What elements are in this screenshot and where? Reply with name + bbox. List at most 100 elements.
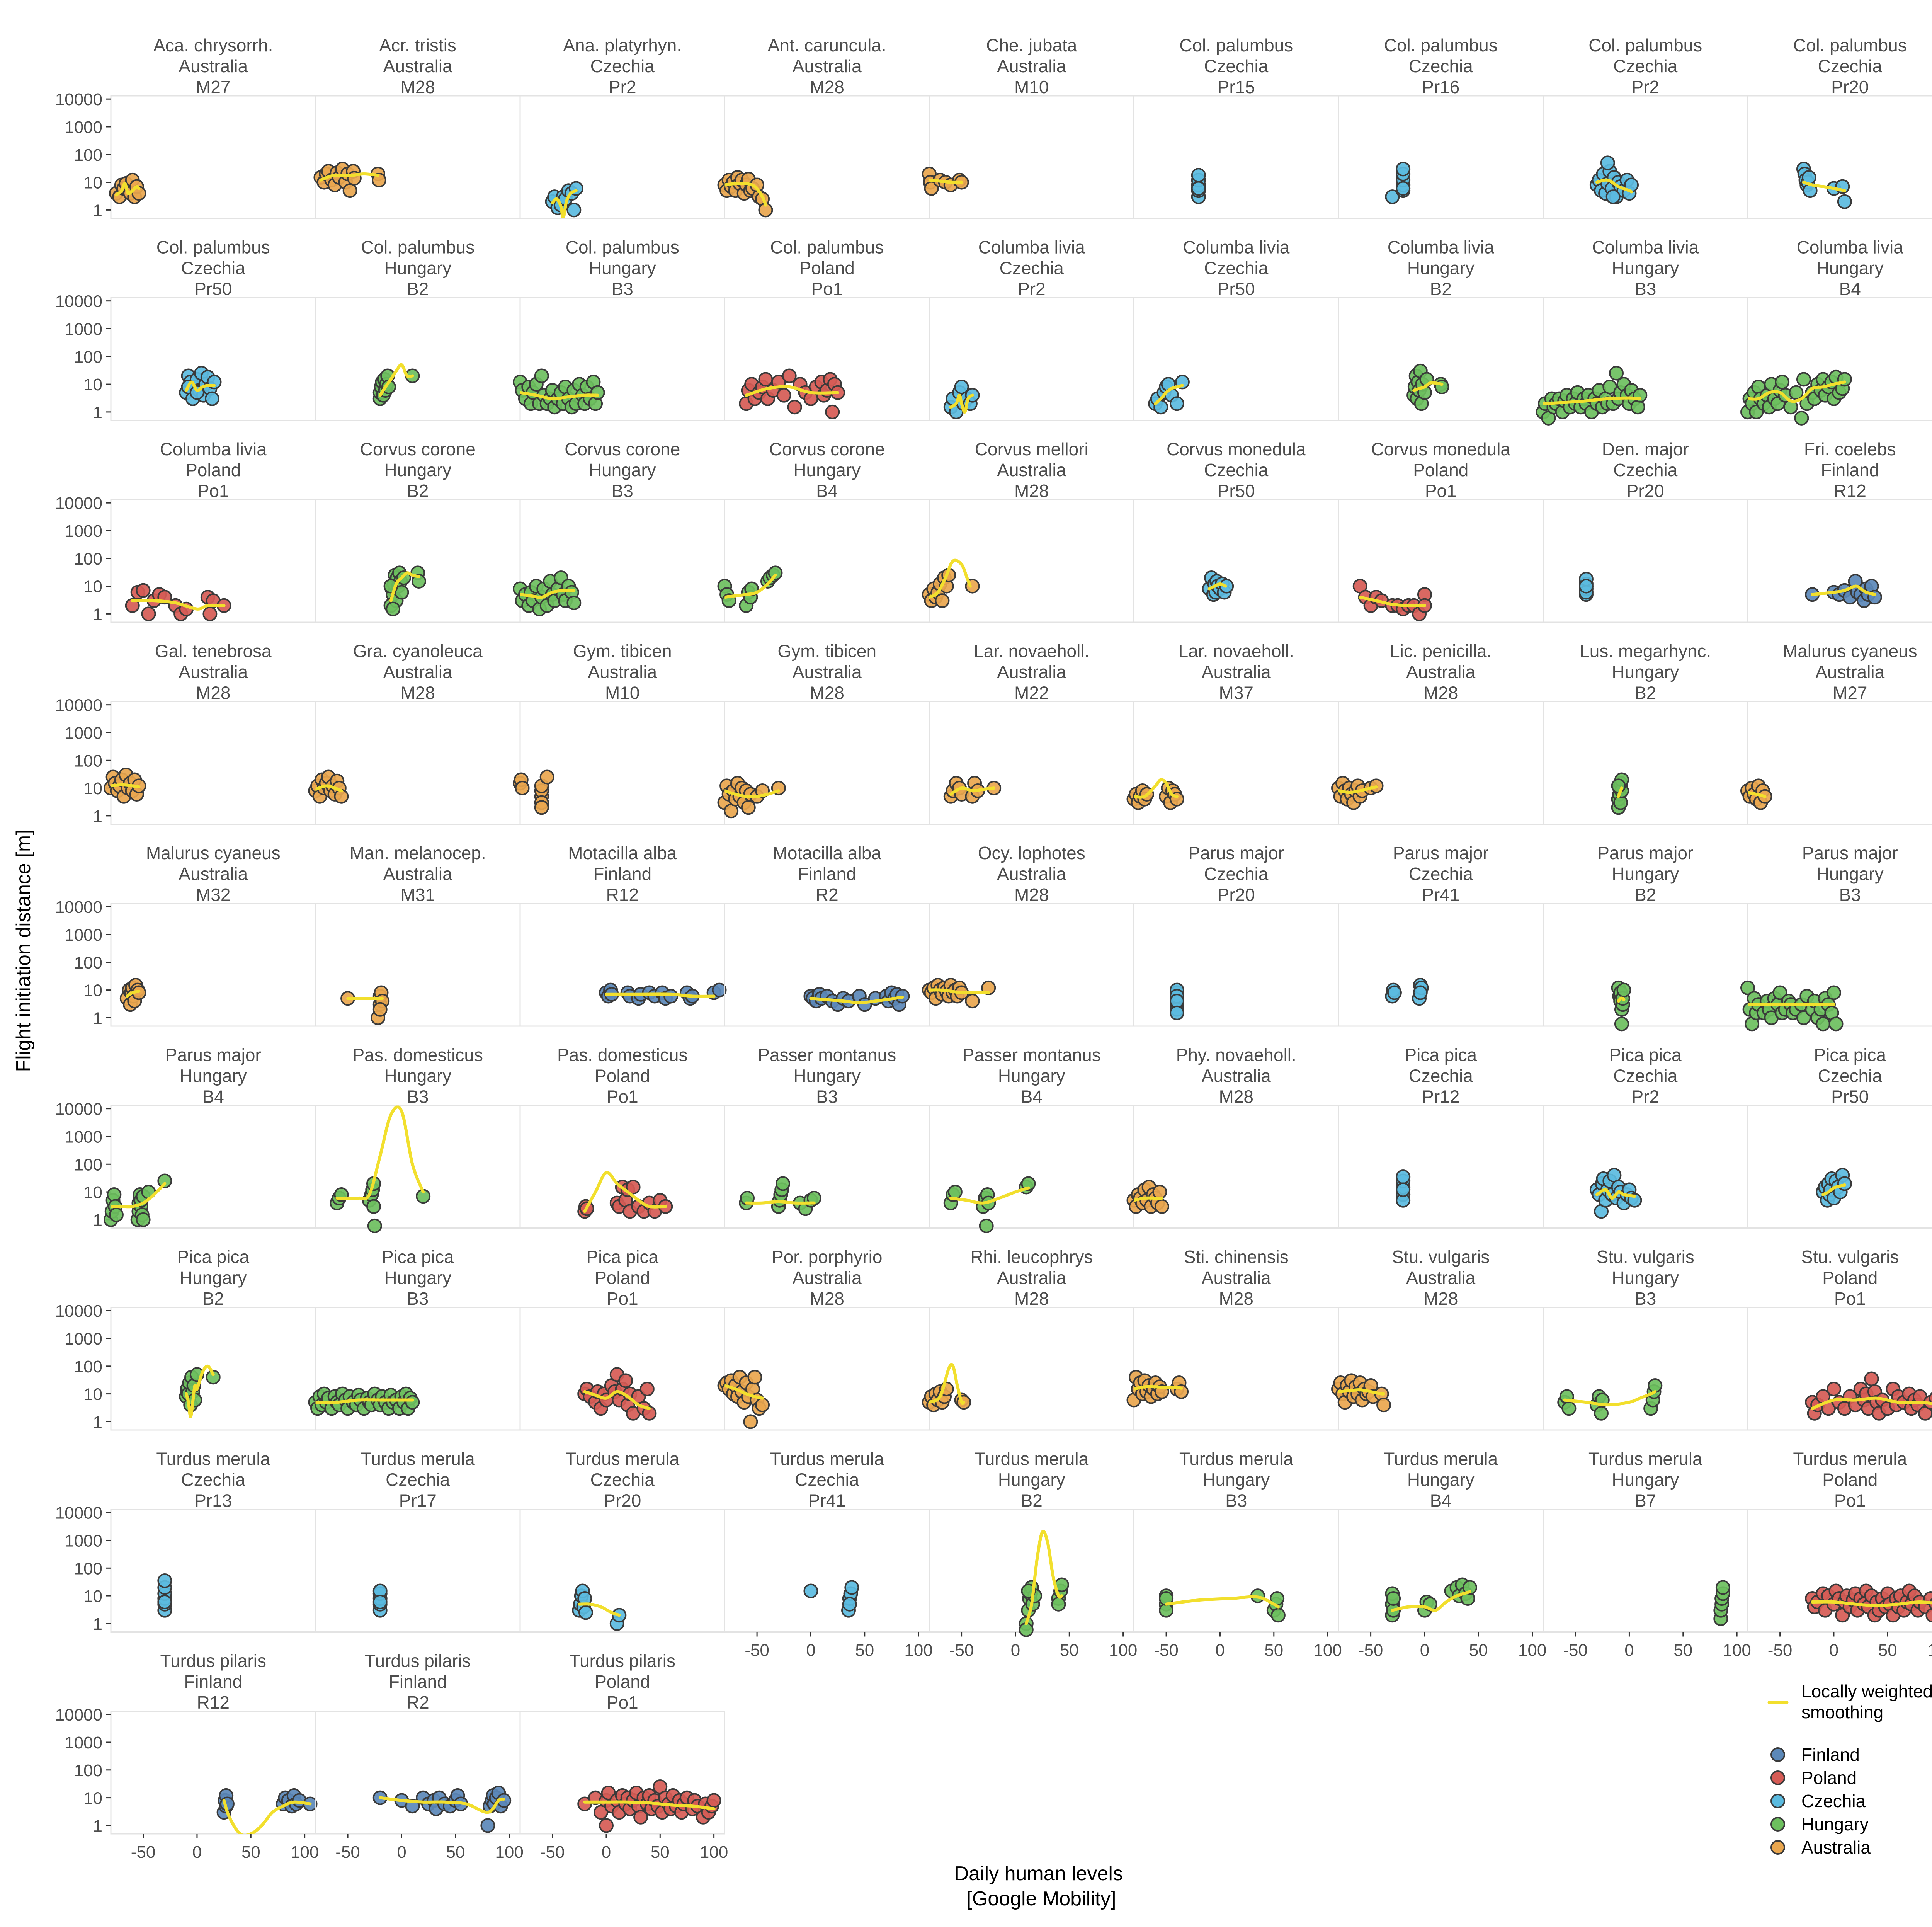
- panel-title-site: M28: [1014, 1289, 1049, 1309]
- data-point: [578, 1605, 593, 1620]
- data-point: [1154, 1199, 1169, 1214]
- panel-title-country: Australia: [1202, 662, 1271, 682]
- smoothing-line: [1563, 1390, 1657, 1407]
- smoothing-line: [724, 789, 780, 798]
- panel-title-country: Australia: [179, 56, 248, 76]
- panel-title-site: R12: [1834, 481, 1866, 501]
- panel-title-species: Pas. domesticus: [353, 1045, 483, 1065]
- legend-smoothing-label-line-1: Locally weighted: [1801, 1681, 1932, 1701]
- panel-title: Fri. coelebs Finland R12: [1804, 439, 1896, 501]
- x-tick-label: 100: [1927, 1641, 1932, 1660]
- panel-title-site: B4: [1839, 279, 1861, 299]
- smoothing-line: [929, 1363, 966, 1405]
- smoothing-line: [378, 363, 414, 397]
- data-point: [626, 1180, 641, 1195]
- data-point: [803, 1583, 818, 1598]
- panel-title-country: Hungary: [998, 1066, 1065, 1086]
- data-point: [367, 1218, 382, 1233]
- panel-title-species: Turdus merula: [1384, 1449, 1498, 1469]
- x-axis-title-line-1: Daily human levels: [954, 1862, 1123, 1885]
- data-point: [806, 1191, 821, 1206]
- smoothing-line: [520, 391, 599, 400]
- panel-title-site: Po1: [1834, 1289, 1866, 1309]
- panel-title: Turdus merula Czechia Pr41: [770, 1449, 884, 1511]
- panel-title-country: Australia: [997, 864, 1066, 884]
- y-tick-label: 10000: [55, 292, 102, 311]
- panel-title: Pica pica Czechia Pr50: [1814, 1045, 1886, 1107]
- smoothing-line: [1811, 1600, 1932, 1607]
- panel-title: Gym. tibicen Australia M28: [777, 641, 876, 703]
- x-tick-label: 100: [291, 1843, 319, 1862]
- data-point: [157, 1573, 172, 1588]
- panel-title-species: Col. palumbus: [1588, 35, 1702, 55]
- panel-title-species: Motacilla alba: [773, 843, 882, 863]
- panel-title-site: M10: [1014, 77, 1049, 97]
- panel-title: Ana. platyrhyn. Czechia Pr2: [563, 35, 682, 97]
- smoothing-line: [949, 786, 996, 796]
- panel-title-species: Gym. tibicen: [573, 641, 672, 661]
- panel-title-country: Poland: [185, 460, 241, 480]
- data-point: [412, 574, 427, 589]
- data-point: [366, 1199, 381, 1214]
- data-point: [776, 388, 791, 403]
- panel-title-country: Australia: [1406, 662, 1475, 682]
- panel-title-country: Czechia: [1613, 1066, 1678, 1086]
- panel-title-country: Czechia: [1613, 460, 1678, 480]
- panel-title-species: Aca. chrysorrh.: [153, 35, 273, 55]
- facet-panel: Por. porphyrio Australia M28: [717, 1247, 930, 1431]
- x-tick-label: 100: [1313, 1641, 1342, 1660]
- panel-title-site: B2: [1634, 683, 1656, 703]
- data-point: [1740, 980, 1755, 995]
- smoothing-line: [929, 988, 990, 994]
- data-point: [743, 1414, 758, 1429]
- data-point: [1611, 778, 1626, 793]
- panel-title-species: Col. palumbus: [156, 237, 270, 257]
- facet-panel: Col. palumbus Hungary B2: [315, 237, 521, 421]
- data-point: [1385, 189, 1400, 204]
- data-point: [386, 601, 401, 616]
- x-tick-label: 50: [446, 1843, 465, 1862]
- facet-panel: Col. palumbus Czechia Pr20: [1747, 35, 1932, 219]
- legend-swatch-czechia: [1770, 1794, 1785, 1808]
- panel-title: Columba livia Hungary B4: [1797, 237, 1904, 299]
- panel-title: Gal. tenebrosa Australia M28: [155, 641, 272, 703]
- data-points: [313, 162, 386, 198]
- data-points: [577, 1367, 657, 1421]
- panel-title-country: Czechia: [1409, 864, 1473, 884]
- panel-title-country: Hungary: [1612, 1470, 1679, 1490]
- smoothing-line: [1391, 1590, 1471, 1612]
- panel-title-site: R12: [197, 1692, 230, 1713]
- panel-title-country: Czechia: [1818, 56, 1883, 76]
- panel-title-species: Corvus corone: [565, 439, 680, 459]
- legend-swatch-finland: [1770, 1747, 1785, 1762]
- y-tick-label: 1000: [65, 522, 102, 541]
- data-point: [1609, 366, 1624, 381]
- panel-title-species: Lus. megarhync.: [1580, 641, 1711, 661]
- panel-title-site: R2: [816, 885, 838, 905]
- y-tick-label: 1: [93, 1816, 102, 1835]
- x-tick-label: 100: [904, 1641, 932, 1660]
- panel-title-country: Australia: [997, 56, 1066, 76]
- panel-title-country: Czechia: [795, 1470, 859, 1490]
- data-point: [1775, 375, 1790, 390]
- panel-title: Pica pica Hungary B3: [382, 1247, 454, 1309]
- smoothing-line: [335, 1105, 425, 1200]
- data-point: [618, 1373, 633, 1388]
- panel-title: Col. palumbus Hungary B3: [566, 237, 679, 299]
- data-points: [1331, 776, 1384, 810]
- panel-title: Gym. tibicen Australia M10: [573, 641, 672, 703]
- data-point: [1715, 1580, 1730, 1595]
- smoothing-line: [185, 380, 216, 392]
- panel-title-site: M22: [1014, 683, 1049, 703]
- x-tick-label: 50: [1469, 1641, 1488, 1660]
- smoothing-line: [378, 1796, 506, 1814]
- panel-title-species: Turdus merula: [156, 1449, 270, 1469]
- panel-title-species: Turdus merula: [975, 1449, 1088, 1469]
- panel-title-site: Pr17: [399, 1491, 437, 1511]
- panel-title-species: Col. palumbus: [1179, 35, 1293, 55]
- panel-title: Por. porphyrio Australia M28: [772, 1247, 882, 1309]
- y-tick-label: 1: [93, 1211, 102, 1230]
- panel-title: Turdus merula Poland Po1: [1793, 1449, 1907, 1511]
- panel-title: Turdus merula Hungary B4: [1384, 1449, 1498, 1511]
- panel-title-species: Pas. domesticus: [557, 1045, 687, 1065]
